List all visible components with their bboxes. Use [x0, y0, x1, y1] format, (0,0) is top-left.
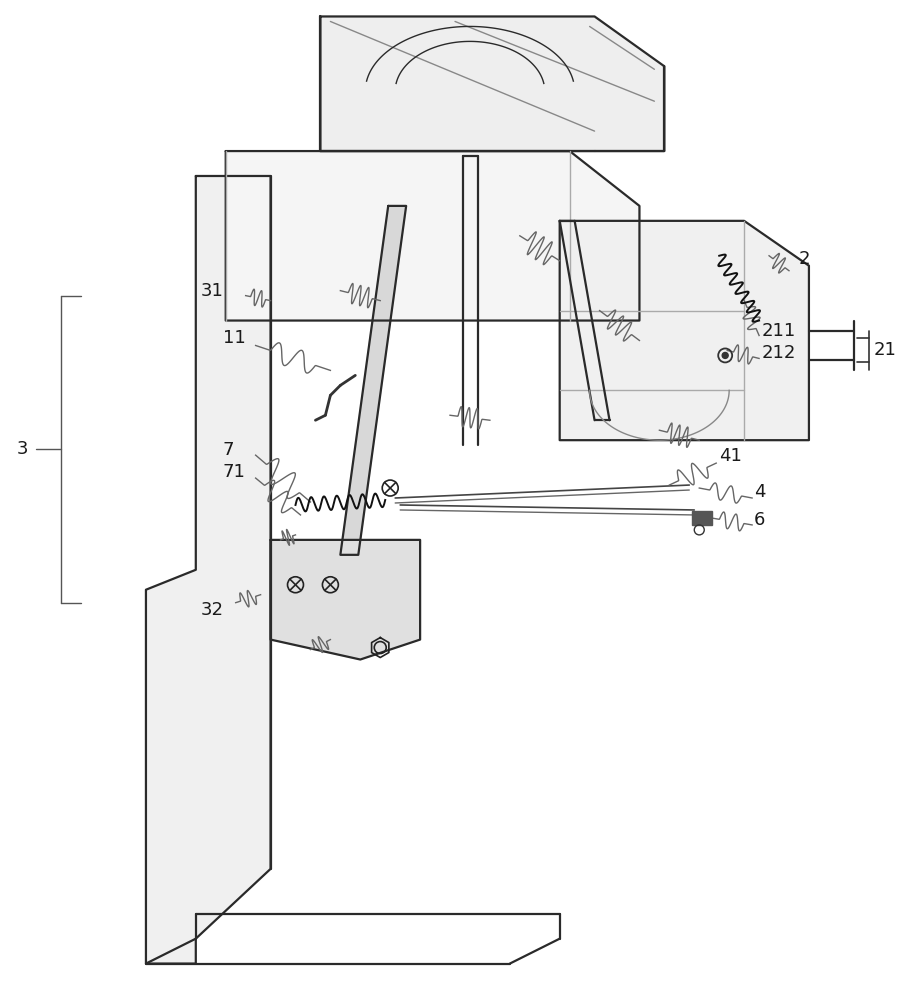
Text: 31: 31 — [200, 282, 223, 300]
Polygon shape — [226, 151, 640, 321]
Text: 21: 21 — [874, 341, 897, 359]
Text: 2: 2 — [799, 250, 811, 268]
Polygon shape — [146, 176, 271, 964]
Text: 3: 3 — [16, 440, 28, 458]
Text: 4: 4 — [754, 483, 766, 501]
Circle shape — [722, 352, 728, 358]
Polygon shape — [560, 221, 809, 440]
Text: 11: 11 — [222, 329, 245, 347]
Text: 41: 41 — [719, 447, 742, 465]
Text: 71: 71 — [222, 463, 245, 481]
Text: 7: 7 — [222, 441, 234, 459]
Text: 212: 212 — [762, 344, 796, 362]
Text: 32: 32 — [200, 601, 224, 619]
Polygon shape — [340, 206, 406, 555]
Text: 6: 6 — [754, 511, 766, 529]
Polygon shape — [271, 540, 420, 660]
Polygon shape — [320, 16, 664, 151]
Bar — [693, 511, 712, 525]
Text: 211: 211 — [762, 322, 796, 340]
